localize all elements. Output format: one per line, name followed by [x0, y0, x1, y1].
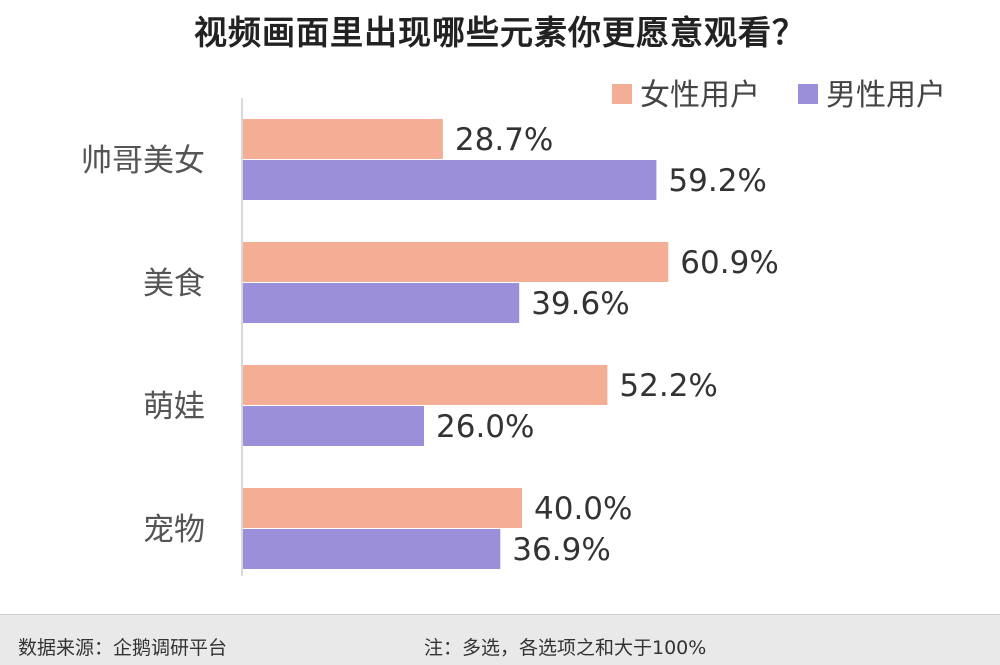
- footer-source: 数据来源：企鹅调研平台: [18, 637, 228, 659]
- footer-note: 注：多选，各选项之和大于100%: [424, 637, 707, 659]
- category-label-1: 美食: [143, 266, 205, 302]
- data-label-female-2: 52.2%: [619, 368, 717, 404]
- data-label-female-0: 28.7%: [455, 122, 553, 158]
- legend-swatch-male: [798, 84, 818, 104]
- data-labels: 28.7% 59.2% 60.9% 39.6% 52.2% 26.0% 40.0% 36.9%: [436, 122, 779, 568]
- bar-male-0: [242, 160, 657, 200]
- category-label-0: 帅哥美女: [81, 143, 205, 179]
- bars: [242, 119, 669, 569]
- data-label-male-3: 36.9%: [512, 532, 610, 568]
- bar-male-1: [242, 283, 520, 323]
- bar-female-1: [242, 242, 669, 282]
- data-label-female-3: 40.0%: [534, 491, 632, 527]
- legend-swatch-female: [612, 84, 632, 104]
- data-label-male-2: 26.0%: [436, 409, 534, 445]
- legend: 女性用户 男性用户: [612, 78, 946, 113]
- footer: 数据来源：企鹅调研平台 注：多选，各选项之和大于100%: [0, 614, 1000, 665]
- category-label-2: 萌娃: [143, 389, 205, 425]
- bar-male-2: [242, 406, 424, 446]
- bar-female-2: [242, 365, 608, 405]
- data-label-male-1: 39.6%: [531, 286, 629, 322]
- bar-female-3: [242, 488, 522, 528]
- legend-label-male: 男性用户: [826, 78, 946, 113]
- bar-male-3: [242, 529, 501, 569]
- chart-title: 视频画面里出现哪些元素你更愿意观看？: [194, 13, 806, 52]
- bar-female-0: [242, 119, 443, 159]
- data-label-female-1: 60.9%: [680, 245, 778, 281]
- data-label-male-0: 59.2%: [668, 163, 766, 199]
- bar-chart: 女性用户 男性用户 28.7% 59.2% 60.9% 39.6% 52.2% 26.0% 4…: [81, 78, 946, 576]
- category-label-3: 宠物: [143, 512, 205, 548]
- legend-label-female: 女性用户: [640, 78, 760, 113]
